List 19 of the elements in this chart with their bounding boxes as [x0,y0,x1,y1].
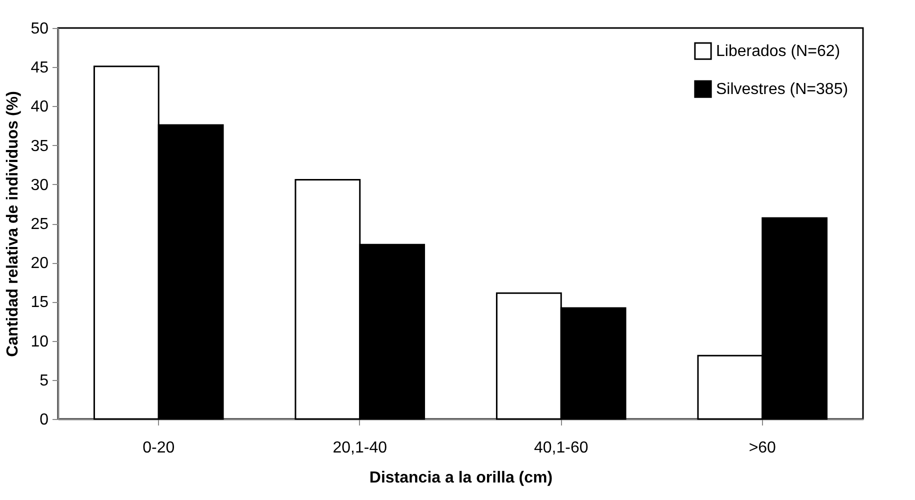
x-axis-title: Distancia a la orilla (cm) [369,470,553,486]
x-tick-label: 40,1-60 [534,440,588,456]
legend-label: Silvestres (N=385) [716,81,848,98]
y-tick-label: 30 [30,176,49,194]
y-tick-label: 10 [30,333,49,350]
y-tick-label: 0 [40,412,49,428]
y-tick-label: 50 [30,20,49,38]
y-tick-label: 20 [30,255,49,272]
x-tick-label: 20,1-40 [332,440,388,456]
y-axis-title: Cantidad relativa de individuos (%) [4,91,22,357]
legend-label: Liberados (N=62) [716,43,840,60]
y-tick-label: 40 [30,98,49,116]
y-tick-label: 45 [30,60,49,77]
y-tick-label: 25 [30,216,49,233]
y-tick-label: 15 [30,294,49,312]
y-tick-label: 35 [30,138,49,155]
y-tick-label: 5 [40,372,49,390]
x-tick-label: >60 [748,440,776,456]
x-tick-label: 0-20 [142,440,175,456]
